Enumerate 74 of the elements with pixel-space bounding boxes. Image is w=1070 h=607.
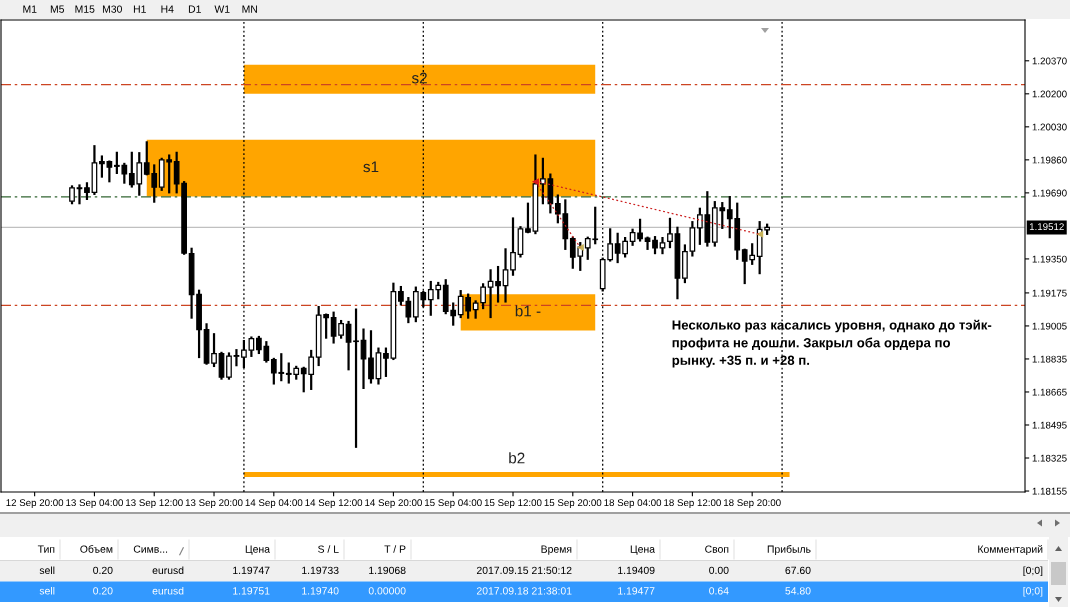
category-label: Время [541, 545, 572, 555]
y-tick-label: 1.19350 [1032, 255, 1067, 263]
y-tick-label: 1.19175 [1032, 289, 1067, 297]
y-tick-label: 1.18835 [1032, 355, 1067, 363]
text: [0;0] [1023, 586, 1043, 597]
text: eurusd [152, 566, 184, 575]
category-label: Своп [705, 545, 729, 553]
text: 1.19068 [369, 566, 406, 575]
y-tick-label: 1.18665 [1032, 388, 1067, 396]
text: sell [39, 586, 55, 595]
text: 0.20 [93, 587, 113, 595]
category-label: Симв... [133, 545, 168, 553]
band-label: b2 [509, 452, 525, 464]
text: eurusd [152, 586, 184, 595]
text: sell [39, 566, 55, 575]
x-tick-label: 14 Sep 20:00 [365, 499, 422, 509]
text: 0.64 [709, 587, 729, 595]
y-tick-label: 1.18155 [1032, 487, 1067, 495]
text: 1.19747 [233, 566, 270, 575]
y-tick-label: 1.20370 [1032, 57, 1067, 65]
x-tick-label: 12 Sep 20:00 [6, 499, 64, 509]
y-tick-label: 1.20200 [1032, 90, 1067, 98]
x-tick-label: 18 Sep 04:00 [604, 499, 662, 509]
y-tick-label: 1.19690 [1032, 189, 1067, 197]
x-tick-label: 15 Sep 04:00 [425, 499, 482, 509]
x-tick-label: 13 Sep 04:00 [66, 499, 123, 509]
text: 67.60 [785, 566, 811, 575]
text: 54.80 [785, 587, 811, 595]
band-label: s2 [411, 72, 427, 84]
y-tick-label: 1.18495 [1032, 421, 1067, 429]
category-label: Объем [80, 545, 113, 553]
text: 2017.09.15 21:50:12 [476, 566, 572, 575]
x-tick-label: 15 Sep 12:00 [484, 499, 542, 509]
category-label: Комментарий [978, 545, 1043, 555]
y-tick-label: 1.19860 [1032, 156, 1067, 164]
category-label: Тип [37, 545, 55, 553]
band-label: b1 - [515, 305, 541, 317]
text: H1 [133, 5, 146, 13]
x-tick-label: 14 Sep 04:00 [245, 499, 303, 509]
text: 1.19477 [618, 587, 655, 595]
x-tick-label: 15 Sep 20:00 [544, 499, 602, 509]
text: 1.19751 [233, 587, 270, 595]
text: M15 [75, 5, 95, 13]
category-label: Цена [630, 545, 655, 555]
text: 0.00 [709, 566, 729, 575]
text: M5 [50, 5, 65, 13]
ref-line-label: 1.19512 [1029, 223, 1064, 231]
text: MN [242, 5, 257, 13]
category-label: Цена [245, 545, 270, 555]
x-tick-label: 13 Sep 12:00 [126, 499, 183, 509]
text: 1.19409 [618, 566, 655, 575]
y-tick-label: 1.20030 [1032, 123, 1067, 131]
annotation: Несколько раз касались уровня, однако до тэйк- профита не дошли. Закрыл оба ордера по рынку. +35 п. и +28 п. [672, 319, 992, 368]
text: D1 [188, 5, 201, 13]
text: 1.19740 [302, 587, 339, 595]
category-label: S / L [318, 545, 339, 553]
x-tick-label: 14 Sep 12:00 [305, 499, 363, 509]
text: M1 [23, 5, 37, 13]
y-tick-label: 1.19005 [1032, 322, 1067, 330]
text: 0.20 [93, 566, 113, 575]
category-label: Прибыль [767, 545, 811, 555]
text: 2017.09.18 21:38:01 [476, 587, 572, 595]
text: [0;0] [1023, 566, 1043, 577]
band-label: s1 [363, 161, 379, 173]
x-tick-label: 13 Sep 20:00 [185, 499, 243, 509]
text: H4 [161, 5, 174, 13]
category-label: T / P [384, 545, 406, 553]
text: 0.00000 [368, 587, 406, 595]
text: M30 [102, 5, 122, 13]
x-tick-label: 18 Sep 12:00 [664, 499, 721, 509]
x-tick-label: 18 Sep 20:00 [724, 499, 781, 509]
y-tick-label: 1.18325 [1032, 454, 1067, 462]
text: W1 [214, 5, 230, 13]
text: 1.19733 [302, 566, 339, 575]
